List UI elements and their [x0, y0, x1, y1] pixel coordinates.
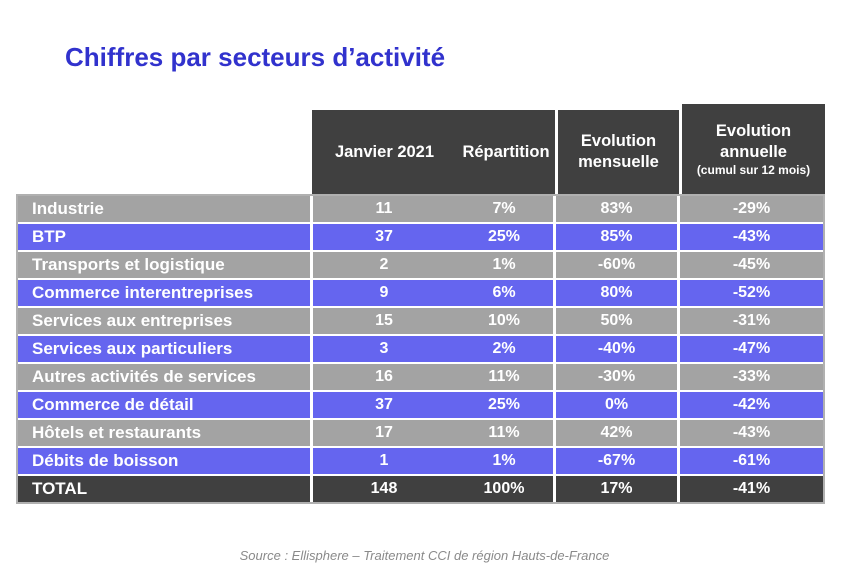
evolution-annuelle-value: -52% [677, 280, 823, 306]
sector-name: Débits de boisson [32, 451, 179, 470]
table-row: Commerce interentreprises 9 6% 80% -52% [18, 280, 823, 306]
repartition-value: 25% [487, 396, 521, 413]
sector-table: Janvier 2021 Répartition Evolution mensu… [16, 104, 827, 504]
evolution-mensuelle-value: -40% [553, 336, 677, 362]
evolution-mensuelle-value: 42% [553, 420, 677, 446]
janvier-value: 2 [310, 252, 455, 278]
evolution-mensuelle-value: 85% [553, 224, 677, 250]
evolution-mensuelle-value: 0% [553, 392, 677, 418]
sector-name: Autres activités de services [32, 367, 256, 386]
repartition-value: 11% [488, 424, 520, 441]
header-repartition: Répartition [462, 142, 550, 161]
table-header-row: Janvier 2021 Répartition Evolution mensu… [18, 104, 825, 194]
janvier-value: 37 [310, 392, 455, 418]
janvier-value: 9 [310, 280, 455, 306]
evolution-mensuelle-value: -30% [553, 364, 677, 390]
header-evolution-mensuelle-label: Evolution mensuelle [578, 132, 659, 171]
header-janvier-2021: Janvier 2021 [334, 142, 435, 161]
table-row: BTP 37 25% 85% -43% [18, 224, 823, 250]
janvier-value: 37 [310, 224, 455, 250]
sector-name: BTP [32, 227, 66, 246]
table-row: Transports et logistique 2 1% -60% -45% [18, 252, 823, 278]
sector-name: Hôtels et restaurants [32, 423, 202, 442]
evolution-annuelle-value: -45% [677, 252, 823, 278]
source-caption: Source : Ellisphere – Traitement CCI de … [239, 548, 610, 563]
total-label: TOTAL [32, 479, 88, 498]
table-row: Hôtels et restaurants 17 11% 42% -43% [18, 420, 823, 446]
header-evolution-annuelle-note: (cumul sur 12 mois) [696, 162, 811, 177]
header-evolution-mensuelle: Evolution mensuelle [555, 110, 679, 194]
table-row: Commerce de détail 37 25% 0% -42% [18, 392, 823, 418]
table-row: Services aux entreprises 15 10% 50% -31% [18, 308, 823, 334]
evolution-annuelle-value: -61% [677, 448, 823, 474]
evolution-mensuelle-value: 83% [553, 196, 677, 222]
sector-name: Industrie [32, 199, 104, 218]
repartition-value: 25% [487, 228, 521, 245]
evolution-annuelle-value: -29% [677, 196, 823, 222]
sector-name: Transports et logistique [32, 255, 225, 274]
page-title: Chiffres par secteurs d’activité [65, 42, 446, 72]
evolution-mensuelle-value: -67% [553, 448, 677, 474]
sector-name: Services aux particuliers [32, 339, 233, 358]
evolution-mensuelle-value: 50% [553, 308, 677, 334]
repartition-value: 1% [492, 256, 516, 273]
sector-name: Commerce interentreprises [32, 283, 254, 302]
repartition-value: 6% [492, 284, 516, 301]
evolution-annuelle-value: -42% [677, 392, 823, 418]
total-evolution-mensuelle-value: 17% [553, 476, 677, 502]
repartition-value: 7% [492, 200, 516, 217]
sector-name: Commerce de détail [32, 395, 194, 414]
total-repartition-value: 100% [483, 480, 525, 497]
header-evolution-annuelle: Evolution annuelle (cumul sur 12 mois) [679, 104, 825, 194]
evolution-mensuelle-value: -60% [553, 252, 677, 278]
repartition-value: 1% [492, 452, 516, 469]
janvier-value: 15 [310, 308, 455, 334]
header-janvier-repartition: Janvier 2021 Répartition [312, 110, 555, 194]
repartition-value: 11% [488, 368, 520, 385]
header-evolution-annuelle-label: Evolution annuelle [715, 122, 792, 161]
janvier-value: 1 [310, 448, 455, 474]
janvier-value: 3 [310, 336, 455, 362]
evolution-annuelle-value: -43% [677, 420, 823, 446]
evolution-mensuelle-value: 80% [553, 280, 677, 306]
table-row: Débits de boisson 1 1% -67% -61% [18, 448, 823, 474]
table-row: Services aux particuliers 3 2% -40% -47% [18, 336, 823, 362]
janvier-value: 17 [310, 420, 455, 446]
evolution-annuelle-value: -47% [677, 336, 823, 362]
evolution-annuelle-value: -31% [677, 308, 823, 334]
table-total-row: TOTAL 148 100% 17% -41% [18, 476, 823, 502]
janvier-value: 11 [310, 196, 455, 222]
janvier-value: 16 [310, 364, 455, 390]
table-row: Industrie 11 7% 83% -29% [18, 196, 823, 222]
total-evolution-annuelle-value: -41% [677, 476, 823, 502]
table-row: Autres activités de services 16 11% -30%… [18, 364, 823, 390]
repartition-value: 2% [492, 340, 516, 357]
evolution-annuelle-value: -33% [677, 364, 823, 390]
evolution-annuelle-value: -43% [677, 224, 823, 250]
repartition-value: 10% [487, 312, 521, 329]
sector-name: Services aux entreprises [32, 311, 233, 330]
table-body: Industrie 11 7% 83% -29% BTP 37 25% 85% … [16, 194, 825, 504]
total-janvier-value: 148 [310, 476, 455, 502]
